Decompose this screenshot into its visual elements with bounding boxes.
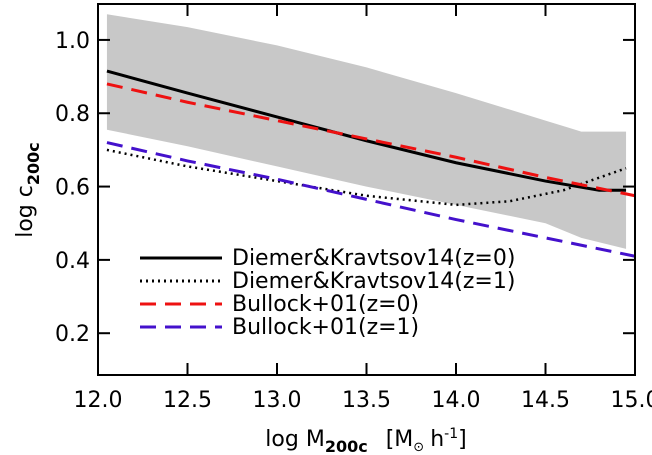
y-label-main: log c	[13, 185, 38, 238]
scatter-band	[106, 14, 627, 249]
x-label-sub: 200c	[325, 437, 368, 455]
line	[106, 69, 627, 192]
x-tick-label: 14.0	[432, 388, 481, 413]
x-tick-label: 13.0	[253, 388, 302, 413]
x-label-close: ]	[458, 427, 467, 452]
line	[106, 141, 636, 258]
x-tick-label: 14.5	[521, 388, 570, 413]
x-label-main: log M	[265, 427, 325, 452]
x-label-sun: ⊙	[413, 440, 424, 455]
y-tick-label: 0.2	[55, 322, 90, 347]
x-tick-label: 15.0	[611, 388, 652, 413]
legend-label: Diemer&Kravtsov14(z=1)	[232, 269, 515, 294]
line	[106, 82, 636, 198]
x-label-unit: [M	[386, 427, 414, 452]
x-tick-label: 12.0	[74, 388, 123, 413]
legend-label: Diemer&Kravtsov14(z=0)	[232, 246, 515, 271]
y-tick-label: 0.8	[55, 102, 90, 127]
legend-label: Bullock+01(z=0)	[232, 292, 419, 317]
legend-label: Bullock+01(z=1)	[232, 315, 419, 340]
x-tick-label: 12.5	[163, 388, 212, 413]
line	[106, 148, 627, 207]
y-tick-label: 1.0	[55, 29, 90, 54]
x-label-exp: -1	[444, 426, 458, 442]
x-label-h: h	[430, 427, 444, 452]
y-tick-label: 0.4	[55, 249, 90, 274]
y-axis-label: log c200c	[13, 142, 43, 238]
y-label-sub: 200c	[24, 142, 43, 185]
x-axis-label: log M200c [M⊙ h-1]	[265, 426, 466, 455]
y-tick-label: 0.6	[55, 176, 90, 201]
x-tick-label: 13.5	[342, 388, 391, 413]
